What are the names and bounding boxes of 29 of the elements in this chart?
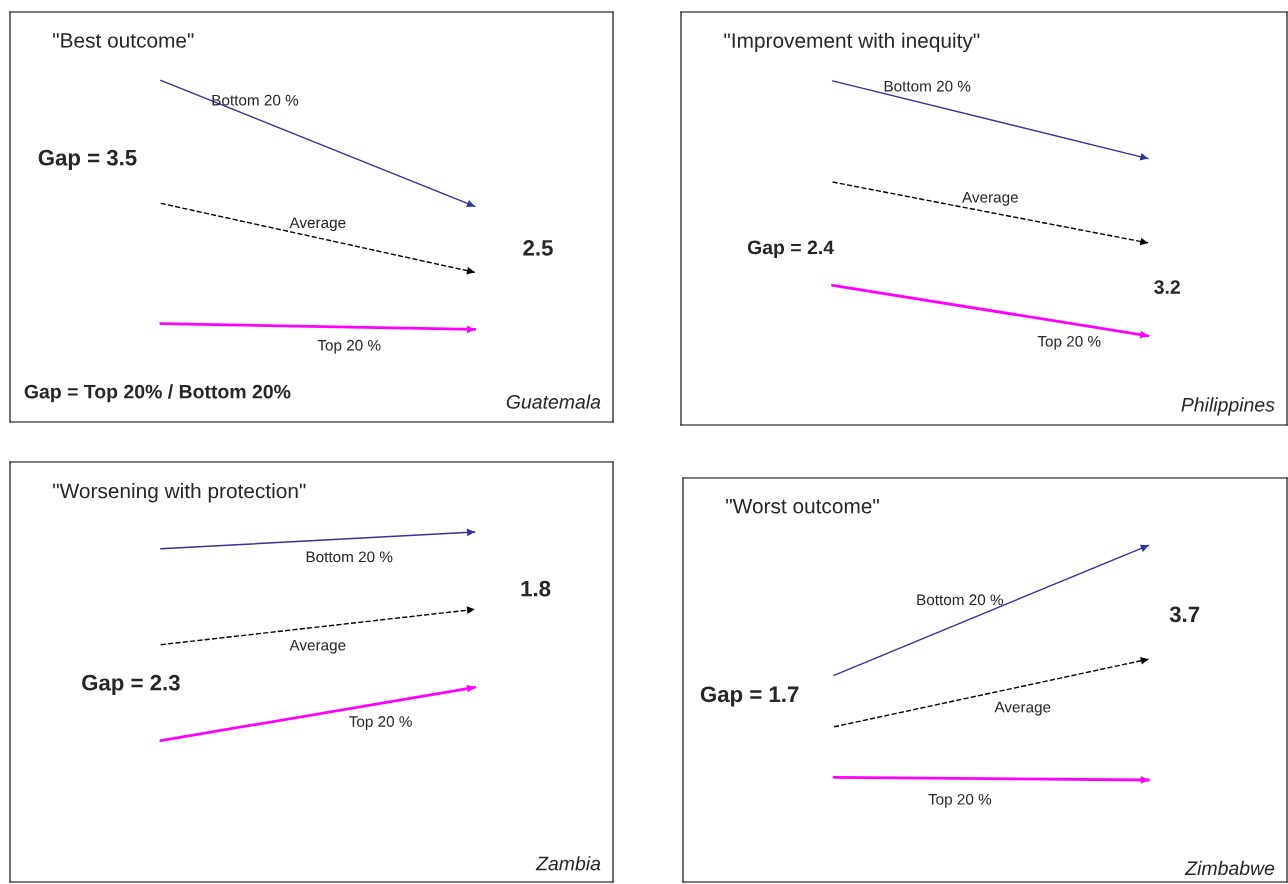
series-label: Top 20 %	[1037, 335, 1101, 350]
annotation: Gap = 2.3	[82, 674, 180, 695]
chart-title: "Worst outcome"	[726, 498, 879, 514]
annotation: 3.7	[1169, 606, 1200, 623]
chart-title: "Improvement with inequity"	[724, 32, 980, 53]
series-label: Top 20 %	[349, 716, 412, 730]
series-label: Top 20 %	[928, 793, 992, 808]
annotation: Philippines	[1181, 397, 1275, 416]
series-label: Bottom 20 %	[306, 551, 393, 563]
annotation: 2.5	[523, 240, 553, 256]
annotation: Gap = 2.4	[747, 240, 834, 259]
series-label: Average	[994, 701, 1051, 716]
annotation: Gap = 3.5	[38, 149, 137, 170]
series-label: Bottom 20 %	[917, 594, 1004, 606]
annotation: Zimbabwe	[1184, 860, 1275, 876]
chart-title: "Worsening with protection"	[53, 483, 306, 503]
annotation: Gap = Top 20% / Bottom 20%	[24, 384, 291, 403]
series-label: Average	[962, 192, 1018, 206]
annotation: Zambia	[535, 856, 601, 871]
annotation: 1.8	[521, 580, 551, 597]
series-label: Bottom 20 %	[212, 94, 299, 106]
annotation: Guatemala	[506, 394, 601, 409]
series-label: Average	[289, 639, 346, 654]
series-label: Bottom 20 %	[884, 80, 971, 92]
chart-title: "Best outcome"	[53, 33, 194, 48]
annotation: 3.2	[1154, 280, 1180, 294]
series-label: Top 20 %	[317, 339, 381, 354]
series-label: Average	[289, 217, 346, 232]
annotation: Gap = 1.7	[700, 686, 799, 707]
